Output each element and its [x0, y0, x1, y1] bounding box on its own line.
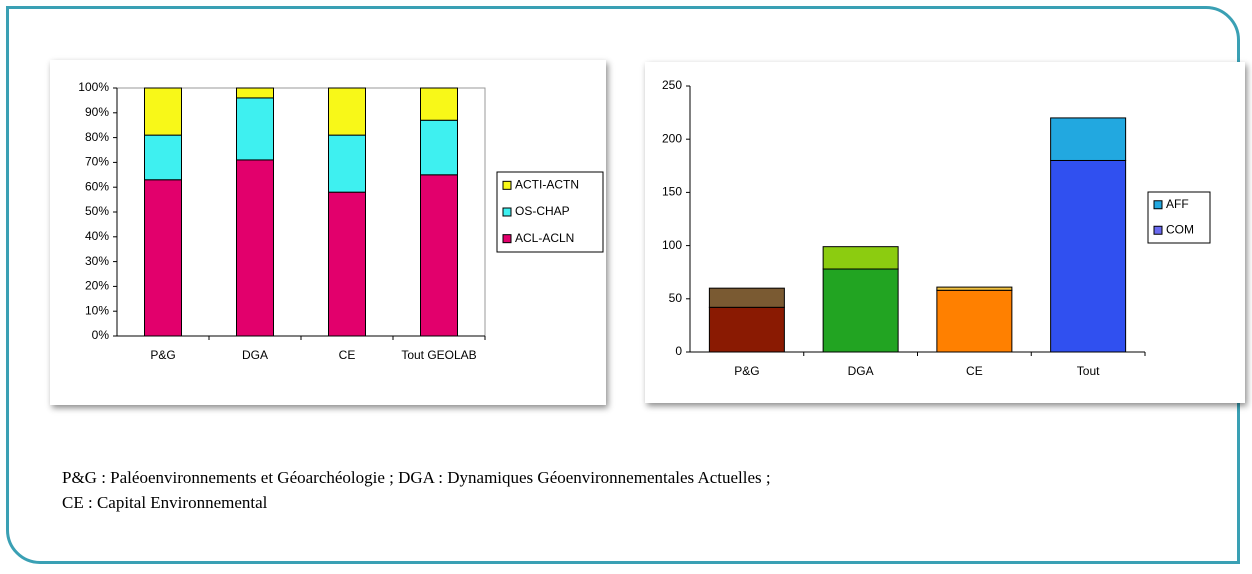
y-tick-label: 20%: [85, 279, 109, 293]
caption-line: CE : Capital Environnemental: [62, 493, 268, 512]
y-tick-label: 60%: [85, 179, 109, 193]
y-tick-label: 70%: [85, 155, 109, 169]
y-tick-label: 80%: [85, 130, 109, 144]
bar-segment: [144, 179, 182, 337]
bar-segment: [420, 87, 458, 121]
y-tick-label: 200: [662, 131, 682, 145]
x-tick-label: DGA: [847, 364, 874, 378]
x-tick-label: CE: [966, 364, 983, 378]
x-tick-label: CE: [338, 348, 356, 362]
legend-label: COM: [1166, 222, 1194, 236]
bar-segment: [822, 268, 899, 353]
y-tick-label: 250: [662, 78, 682, 92]
bar-segment: [328, 87, 366, 136]
x-tick-label: DGA: [241, 348, 268, 362]
bar-segment: [328, 191, 366, 337]
bar-segment: [328, 134, 366, 193]
caption-line: P&G : Paléoenvironnements et Géoarchéolo…: [62, 468, 771, 487]
bar-segment: [144, 87, 182, 136]
legend-swatch: [502, 180, 512, 190]
y-tick-label: 150: [662, 185, 682, 199]
bar-segment: [236, 87, 274, 99]
y-tick-label: 90%: [85, 105, 109, 119]
bar-segment: [1050, 117, 1127, 161]
legend-swatch: [502, 207, 512, 217]
legend-swatch: [502, 234, 512, 244]
legend-label: ACL-ACLN: [515, 231, 574, 245]
bar-segment: [236, 97, 274, 161]
y-tick-label: 50: [669, 291, 683, 305]
bar-segment: [822, 246, 899, 270]
legend-label: ACTI-ACTN: [515, 178, 579, 192]
y-tick-label: 50%: [85, 204, 109, 218]
y-tick-label: 40%: [85, 229, 109, 243]
y-tick-label: 100: [662, 238, 682, 252]
bar-segment: [936, 286, 1013, 291]
bar-segment: [1050, 159, 1127, 353]
bar-segment: [708, 306, 785, 353]
y-tick-label: 0%: [92, 328, 110, 342]
legend-label: OS-CHAP: [515, 204, 570, 218]
y-tick-label: 100%: [78, 80, 109, 94]
legend-box: [496, 171, 604, 253]
bar-segment: [420, 119, 458, 176]
x-tick-label: Tout: [1076, 364, 1100, 378]
legend-swatch: [1153, 225, 1163, 235]
x-tick-label: P&G: [734, 364, 760, 378]
bar-segment: [420, 174, 458, 337]
legend-label: AFF: [1166, 197, 1189, 211]
bar-segment: [936, 289, 1013, 353]
x-tick-label: P&G: [150, 348, 176, 362]
y-tick-label: 30%: [85, 254, 109, 268]
bar-segment: [144, 134, 182, 181]
x-tick-label: Tout GEOLAB: [401, 348, 477, 362]
y-tick-label: 0: [675, 344, 682, 358]
bar-segment: [708, 287, 785, 308]
legend-swatch: [1153, 200, 1163, 210]
y-tick-label: 10%: [85, 303, 109, 317]
bar-segment: [236, 159, 274, 337]
